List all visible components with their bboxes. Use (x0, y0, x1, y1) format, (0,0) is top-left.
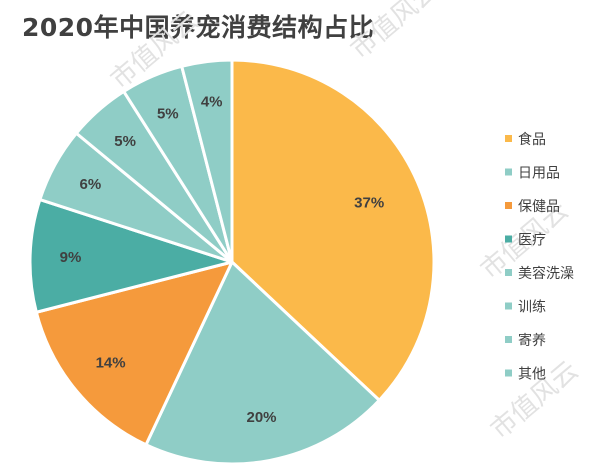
slice-percent-label: 20% (246, 409, 276, 426)
slice-percent-label: 9% (60, 249, 82, 266)
slice-labels: 37% 20% 14% 9% 6% 5% 5% 4% (60, 94, 385, 426)
watermark-text: 市值风云 (345, 0, 444, 65)
legend-label: 食品 (518, 131, 546, 148)
pie-slice-1 (230, 58, 436, 402)
slice-percent-label: 37% (354, 195, 384, 212)
legend-label: 保健品 (518, 199, 560, 215)
pie-slice-4 (28, 198, 234, 314)
pie-slices (28, 58, 436, 466)
pie-slice-8 (180, 58, 234, 264)
legend-label: 其他 (518, 367, 546, 383)
slice-percent-label: 14% (96, 354, 126, 371)
chart-title: 2020年中国养宠消费结构占比 (22, 13, 375, 42)
legend-swatch (505, 302, 512, 310)
pie-slice-2 (144, 260, 381, 466)
legend-swatch (505, 269, 512, 276)
slice-percent-label: 6% (80, 176, 102, 193)
legend-label: 医疗 (518, 233, 546, 249)
legend-swatch (505, 336, 512, 343)
slice-percent-label: 5% (157, 106, 179, 123)
legend-swatch (505, 168, 512, 176)
legend-swatch (505, 202, 512, 209)
slice-percent-label: 5% (114, 133, 136, 150)
legend-label: 训练 (518, 300, 546, 316)
legend-label: 寄养 (518, 332, 546, 349)
legend-label: 美容洗澡 (518, 265, 574, 282)
legend-swatch (505, 369, 512, 377)
legend-swatch (505, 135, 512, 142)
slice-percent-label: 4% (201, 94, 223, 111)
pie-slice-3 (34, 260, 234, 447)
legend-label: 日用品 (518, 166, 560, 182)
legend-swatch (505, 235, 512, 243)
